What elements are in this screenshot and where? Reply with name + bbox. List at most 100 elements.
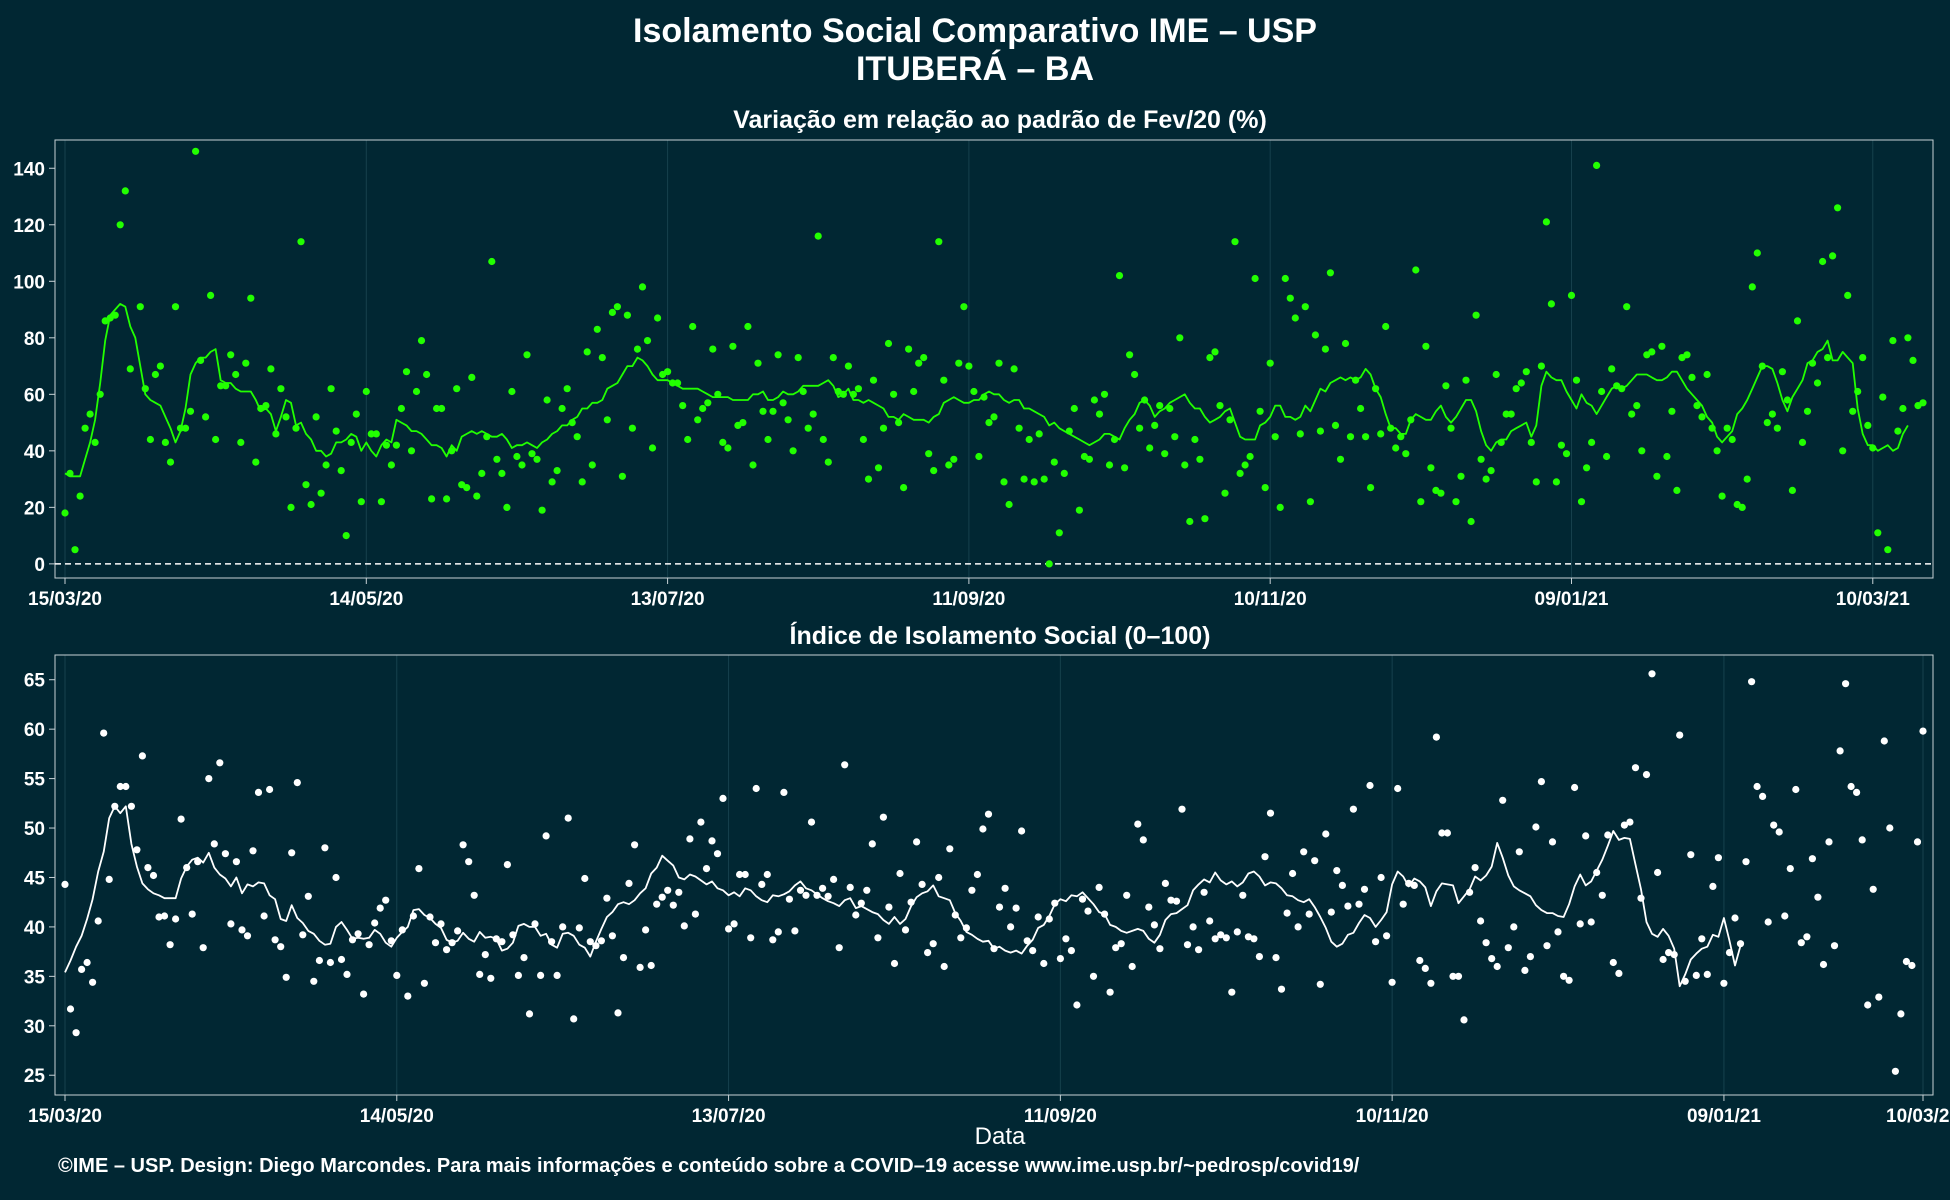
top-data-point	[488, 257, 496, 266]
bottom-data-point	[1504, 944, 1512, 952]
top-data-point	[643, 337, 652, 345]
bottom-x-tick-label: 10/11/20	[1356, 1106, 1429, 1127]
bottom-data-point	[1576, 920, 1584, 928]
top-data-point	[1628, 410, 1636, 418]
bottom-data-point	[144, 864, 152, 872]
bottom-data-point	[1277, 985, 1286, 993]
top-data-point	[438, 404, 446, 413]
top-data-point	[327, 385, 335, 393]
bottom-data-point	[514, 971, 523, 980]
bottom-y-tick-label: 30	[24, 1017, 45, 1038]
top-data-point	[1241, 461, 1249, 469]
bottom-data-point	[66, 1005, 75, 1013]
top-data-point	[71, 546, 79, 554]
bottom-data-point	[216, 759, 224, 767]
top-data-point	[136, 303, 144, 311]
bottom-data-point	[1654, 868, 1662, 877]
top-data-point	[1864, 421, 1872, 429]
top-data-point	[533, 455, 541, 463]
top-data-point	[884, 339, 893, 348]
top-data-point	[171, 303, 180, 311]
top-data-point	[1231, 238, 1239, 246]
top-data-point	[1803, 407, 1812, 415]
top-data-point	[1542, 218, 1550, 226]
bottom-data-point	[1891, 1067, 1899, 1075]
top-data-point	[392, 441, 400, 449]
bottom-data-point	[1377, 873, 1385, 882]
bottom-data-point	[924, 949, 932, 957]
bottom-data-point	[1604, 831, 1612, 839]
top-data-point	[1181, 461, 1189, 469]
bottom-data-point	[271, 936, 279, 944]
bottom-data-point	[1775, 828, 1783, 836]
bottom-data-point	[619, 954, 628, 962]
bottom-data-point	[1394, 784, 1402, 793]
bottom-data-point	[1797, 939, 1805, 947]
bottom-data-point	[277, 943, 285, 951]
top-data-point	[654, 314, 662, 322]
bottom-data-point	[973, 870, 982, 879]
bottom-data-point	[1742, 858, 1750, 866]
top-data-point	[1296, 430, 1304, 438]
bottom-data-point	[1819, 960, 1828, 969]
top-data-point	[292, 424, 300, 432]
top-data-point	[277, 385, 285, 393]
bottom-data-point	[1913, 838, 1922, 846]
top-data-point	[1055, 529, 1063, 537]
top-data-point	[1256, 407, 1264, 415]
top-data-point	[1773, 424, 1781, 432]
bottom-data-point	[979, 825, 987, 833]
bottom-x-tick-label: 14/05/20	[360, 1106, 434, 1127]
bottom-data-point	[293, 779, 301, 787]
bottom-data-point	[1112, 944, 1120, 952]
bottom-data-point	[282, 973, 290, 981]
top-data-point	[1909, 356, 1917, 364]
bottom-data-point	[1250, 935, 1258, 943]
bottom-data-point	[415, 865, 423, 873]
bottom-data-point	[1792, 785, 1800, 794]
top-data-point	[799, 387, 807, 396]
top-data-point	[513, 452, 521, 461]
top-data-point	[1171, 433, 1179, 441]
top-data-point	[1115, 272, 1124, 280]
bottom-data-point	[841, 761, 849, 769]
top-data-point	[1060, 469, 1068, 477]
top-data-point	[443, 495, 451, 503]
bottom-data-point	[1449, 972, 1457, 980]
top-data-point	[1457, 472, 1465, 480]
top-data-point	[1126, 351, 1134, 359]
bottom-data-point	[1056, 955, 1064, 963]
top-data-point	[1186, 517, 1194, 526]
bottom-data-point	[586, 938, 594, 946]
top-data-point	[1698, 413, 1706, 421]
bottom-data-point	[404, 992, 412, 1000]
bottom-data-point	[376, 904, 384, 912]
top-data-point	[558, 404, 566, 413]
bottom-data-point	[476, 970, 484, 979]
bottom-data-point	[1803, 933, 1811, 941]
bottom-data-point	[1150, 921, 1158, 929]
bottom-data-point	[122, 782, 130, 791]
bottom-data-point	[1443, 829, 1451, 837]
bottom-data-point	[172, 915, 180, 923]
bottom-data-point	[614, 1009, 622, 1017]
top-data-point	[121, 187, 129, 195]
bottom-y-tick-label: 25	[24, 1066, 46, 1087]
top-data-point	[759, 407, 767, 415]
bottom-data-point	[1416, 956, 1424, 965]
top-x-tick-label: 10/03/21	[1836, 589, 1910, 610]
top-data-point	[925, 450, 933, 458]
top-data-point	[985, 419, 993, 427]
top-data-point	[402, 368, 411, 376]
top-data-point	[267, 365, 275, 373]
top-data-point	[1593, 161, 1601, 169]
bottom-data-point	[382, 896, 390, 904]
top-data-point	[1467, 517, 1475, 526]
bottom-data-point	[697, 818, 705, 826]
bottom-data-point	[1869, 885, 1877, 893]
top-data-point	[518, 461, 526, 469]
top-data-point	[694, 416, 702, 424]
bottom-data-point	[719, 794, 727, 803]
bottom-data-point	[968, 886, 976, 894]
bottom-data-point	[669, 901, 677, 909]
